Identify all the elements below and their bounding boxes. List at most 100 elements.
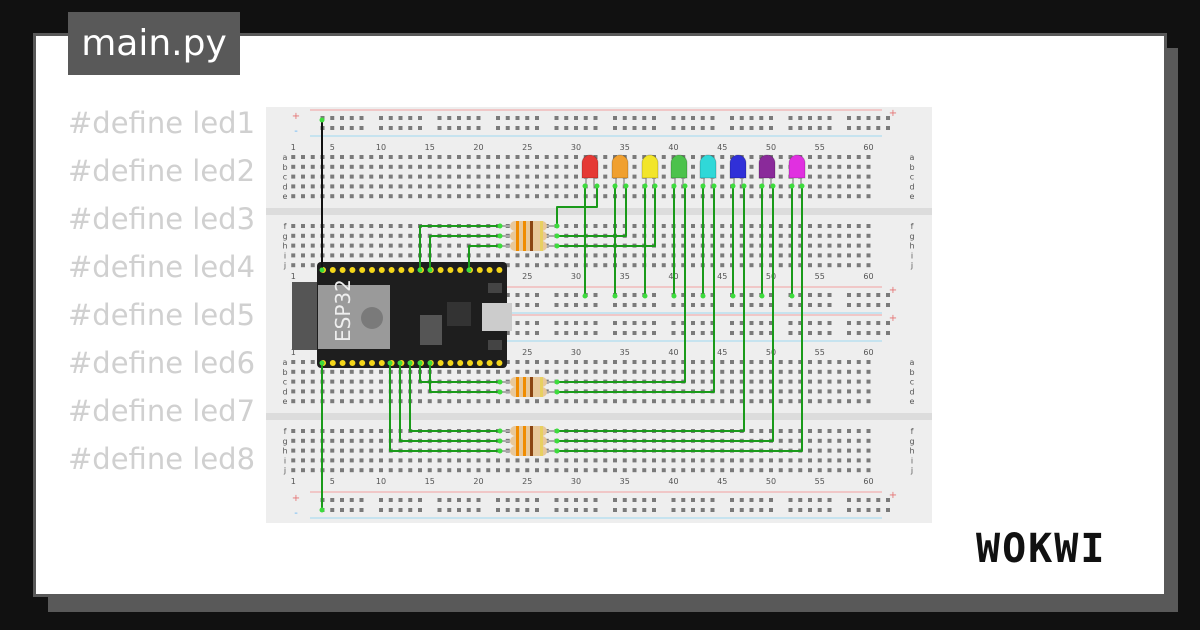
row-label: b — [282, 368, 287, 377]
hole — [856, 155, 861, 159]
rail-hole — [749, 331, 754, 335]
hole — [535, 194, 539, 199]
hole — [310, 194, 315, 199]
rail-hole — [554, 321, 559, 325]
file-tab[interactable]: main.py — [68, 12, 240, 75]
hole — [466, 468, 471, 473]
rail-hole — [535, 331, 539, 335]
row-label: j — [283, 466, 286, 475]
rail-hole — [700, 321, 705, 325]
hole — [349, 399, 354, 404]
hole — [437, 458, 442, 463]
hole — [847, 194, 851, 199]
row-label: e — [283, 192, 288, 201]
hole — [505, 369, 510, 374]
hole — [769, 243, 773, 248]
rail-hole — [886, 498, 890, 502]
hole — [856, 263, 861, 268]
hole — [603, 253, 608, 258]
hole — [349, 468, 354, 473]
rail-hole — [583, 508, 588, 512]
rail-hole — [496, 126, 500, 130]
hole — [379, 468, 383, 473]
esp32-pin — [349, 267, 356, 273]
hole — [359, 164, 364, 169]
hole — [817, 468, 822, 473]
hole — [710, 369, 715, 374]
hole — [632, 369, 637, 374]
hole — [866, 224, 871, 228]
hole — [349, 389, 354, 394]
led — [611, 154, 629, 179]
hole — [778, 243, 783, 248]
row-label: f — [284, 427, 287, 436]
hole — [749, 233, 754, 238]
rail-hole — [730, 498, 734, 502]
hole — [544, 458, 549, 463]
hole — [603, 458, 608, 463]
hole — [398, 253, 403, 258]
hole — [515, 184, 520, 189]
hole — [866, 429, 871, 433]
hole — [817, 360, 822, 364]
hole — [310, 233, 315, 238]
row-label: g — [909, 232, 914, 241]
hole — [710, 468, 715, 473]
resistor-band — [530, 221, 533, 231]
hole — [769, 369, 773, 374]
rail-hole — [856, 321, 861, 325]
hole — [525, 184, 530, 189]
hole — [574, 164, 578, 169]
hole — [408, 155, 413, 159]
rail-hole — [496, 498, 500, 502]
rail-hole — [593, 303, 598, 307]
hole — [808, 468, 812, 473]
hole — [808, 429, 812, 433]
hole — [349, 155, 354, 159]
hole — [301, 224, 305, 228]
hole — [788, 155, 793, 159]
rail-hole — [817, 303, 822, 307]
rail-hole — [535, 126, 539, 130]
rail-hole — [632, 126, 637, 130]
hole — [515, 155, 520, 159]
hole — [642, 458, 647, 463]
esp32-pin — [388, 267, 395, 273]
hole — [817, 389, 822, 394]
hole — [349, 379, 354, 384]
hole — [515, 174, 520, 179]
hole — [632, 174, 637, 179]
wire-end — [554, 448, 560, 454]
hole — [769, 468, 773, 473]
hole — [749, 155, 754, 159]
hole — [310, 360, 315, 364]
hole — [622, 263, 627, 268]
rail-hole — [349, 116, 354, 120]
hole — [837, 399, 842, 404]
hole — [564, 194, 569, 199]
rail-hole — [808, 116, 812, 120]
hole — [486, 369, 491, 374]
wire-end — [612, 183, 618, 189]
hole — [837, 389, 842, 394]
hole — [603, 174, 608, 179]
hole — [310, 458, 315, 463]
rail-hole — [515, 116, 520, 120]
hole — [505, 194, 510, 199]
rail-hole — [359, 498, 364, 502]
hole — [496, 194, 500, 199]
rail-hole — [515, 126, 520, 130]
rail-hole — [505, 293, 510, 297]
column-label: 25 — [522, 348, 532, 357]
hole — [856, 194, 861, 199]
hole — [847, 448, 851, 453]
hole — [427, 468, 432, 473]
hole — [603, 369, 608, 374]
hole — [301, 184, 305, 189]
hole — [535, 468, 539, 473]
hole — [496, 468, 500, 473]
rail-hole — [827, 331, 832, 335]
hole — [827, 360, 832, 364]
row-label: d — [909, 387, 914, 396]
hole — [486, 468, 491, 473]
